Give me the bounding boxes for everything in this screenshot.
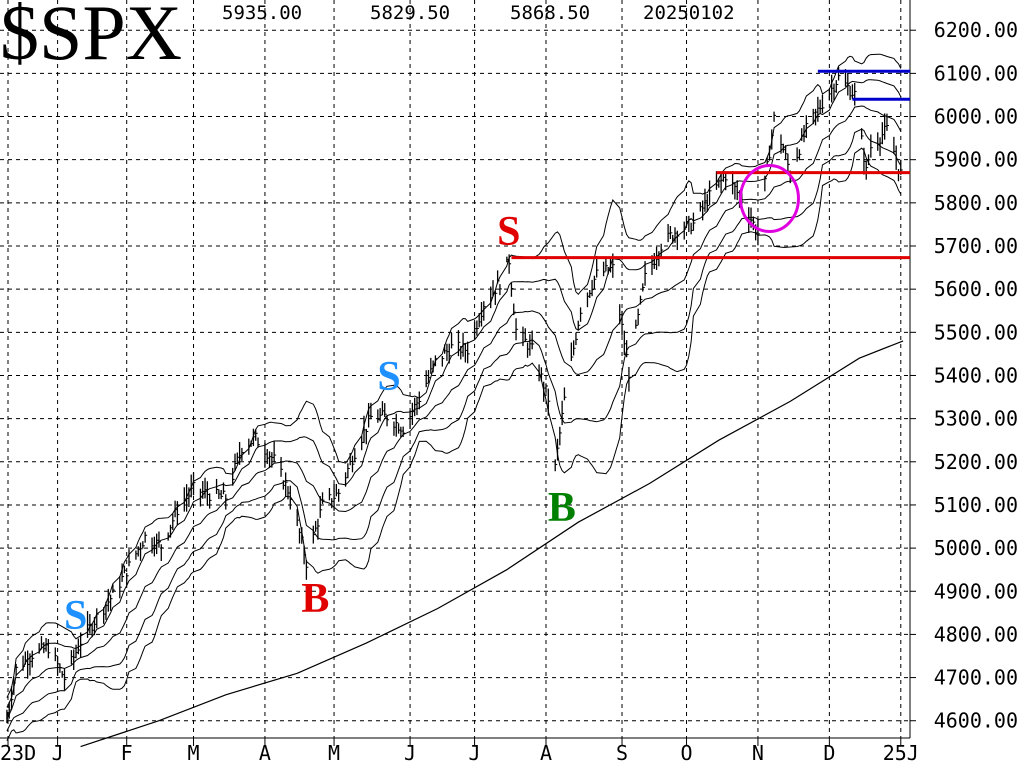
band-line-u2 <box>6 53 902 698</box>
y-tick-label: 5700.00 <box>934 234 1018 258</box>
header-value-2: 5829.50 <box>370 2 451 24</box>
x-tick-label: F <box>121 741 133 765</box>
header-value-3: 5868.50 <box>510 2 591 24</box>
x-tick-label: 25J <box>883 741 919 765</box>
x-tick-label: S <box>616 741 628 765</box>
y-tick-label: 5600.00 <box>934 277 1018 301</box>
y-tick-label: 5400.00 <box>934 363 1018 387</box>
chart-grid <box>0 0 916 746</box>
signal-label-sell-1: S <box>64 593 88 640</box>
x-tick-label: M <box>187 741 199 765</box>
y-tick-label: 4600.00 <box>934 709 1018 733</box>
long-term-ma <box>80 340 904 748</box>
horizontal-level-lines <box>511 69 910 260</box>
band-line-u1 <box>6 79 902 708</box>
y-tick-label: 5300.00 <box>934 407 1018 431</box>
y-tick-label: 5800.00 <box>934 191 1018 215</box>
x-tick-label: N <box>752 741 764 765</box>
y-tick-label: 5900.00 <box>934 148 1018 172</box>
x-tick-label: J <box>469 741 481 765</box>
y-tick-label: 5000.00 <box>934 536 1018 560</box>
x-tick-label: J <box>404 741 416 765</box>
circle-highlight <box>738 164 800 234</box>
x-tick-label: A <box>259 741 271 765</box>
band-line-mid <box>6 105 902 720</box>
header-value-date: 20250102 <box>643 2 735 24</box>
y-tick-label: 5100.00 <box>934 493 1018 517</box>
x-tick-labels: 23D J F M A M J J A S O N D 25J <box>0 741 919 765</box>
x-tick-label: J <box>52 741 64 765</box>
header-value-1: 5935.00 <box>222 2 303 24</box>
signal-label-sell-2: S <box>377 353 401 400</box>
moving-average-line <box>80 340 904 748</box>
y-tick-label: 6200.00 <box>934 18 1018 42</box>
y-tick-label: 5200.00 <box>934 450 1018 474</box>
x-tick-label: D <box>823 741 835 765</box>
y-tick-label: 6100.00 <box>934 61 1018 85</box>
y-tick-label: 5500.00 <box>934 320 1018 344</box>
signal-label-buy-1: B <box>301 575 330 622</box>
price-series <box>6 66 903 724</box>
x-tick-label: A <box>540 741 552 765</box>
x-tick-label: O <box>681 741 693 765</box>
x-tick-label: M <box>328 741 340 765</box>
circle-annotation <box>738 164 800 234</box>
y-tick-label: 6000.00 <box>934 105 1018 129</box>
bollinger-bands <box>6 53 902 741</box>
band-line-l1 <box>6 128 902 732</box>
y-tick-labels: 6200.00 6100.00 6000.00 5900.00 5800.00 5700.… <box>934 18 1018 733</box>
x-tick-label: 23D <box>0 741 36 765</box>
signal-label-sell-3: S <box>497 209 521 256</box>
y-tick-label: 4800.00 <box>934 622 1018 646</box>
band-line-l2 <box>6 147 902 741</box>
y-tick-label: 4900.00 <box>934 579 1018 603</box>
y-tick-label: 4700.00 <box>934 666 1018 690</box>
signal-label-buy-2: B <box>547 485 576 532</box>
chart-title: $SPX <box>0 0 183 76</box>
